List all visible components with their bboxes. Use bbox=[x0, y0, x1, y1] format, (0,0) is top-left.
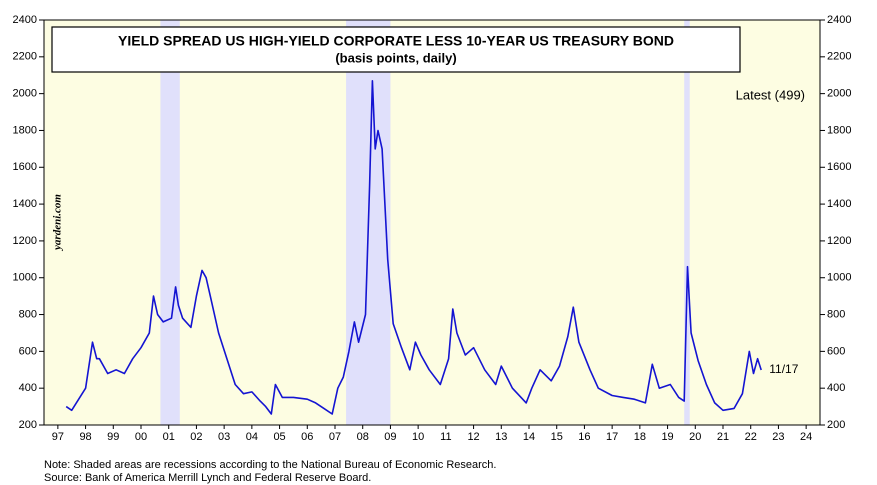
x-tick-label: 13 bbox=[495, 431, 507, 443]
y2-tick-label: 2200 bbox=[827, 51, 851, 63]
y2-tick-label: 1200 bbox=[827, 235, 851, 247]
x-tick-label: 99 bbox=[107, 431, 119, 443]
x-tick-label: 19 bbox=[661, 431, 673, 443]
x-tick-label: 04 bbox=[246, 431, 258, 443]
x-tick-label: 07 bbox=[329, 431, 341, 443]
y-tick-label: 600 bbox=[19, 345, 37, 357]
y2-tick-label: 1800 bbox=[827, 124, 851, 136]
recession-band bbox=[160, 20, 180, 425]
y2-tick-label: 600 bbox=[827, 345, 845, 357]
y-tick-label: 1400 bbox=[13, 198, 37, 210]
y-tick-label: 1000 bbox=[13, 272, 37, 284]
x-tick-label: 11 bbox=[440, 431, 451, 443]
y2-tick-label: 200 bbox=[827, 419, 845, 431]
y-tick-label: 1800 bbox=[13, 124, 37, 136]
x-tick-label: 16 bbox=[578, 431, 590, 443]
x-tick-label: 10 bbox=[412, 431, 424, 443]
x-tick-label: 00 bbox=[135, 431, 147, 443]
y2-tick-label: 2000 bbox=[827, 88, 851, 100]
x-tick-label: 24 bbox=[800, 431, 812, 443]
recession-band bbox=[684, 20, 690, 425]
watermark: yardeni.com bbox=[52, 194, 64, 252]
y-tick-label: 2400 bbox=[13, 14, 37, 26]
plot-frame bbox=[43, 19, 821, 426]
y2-tick-label: 1000 bbox=[827, 272, 851, 284]
x-tick-label: 18 bbox=[634, 431, 646, 443]
chart-title: YIELD SPREAD US HIGH-YIELD CORPORATE LES… bbox=[118, 33, 674, 49]
x-tick-label: 05 bbox=[273, 431, 285, 443]
y2-tick-label: 1400 bbox=[827, 198, 851, 210]
end-label: 11/17 bbox=[769, 362, 798, 376]
x-tick-label: 08 bbox=[357, 431, 369, 443]
x-tick-label: 17 bbox=[606, 431, 618, 443]
x-tick-label: 97 bbox=[52, 431, 64, 443]
x-tick-label: 20 bbox=[689, 431, 701, 443]
y2-tick-label: 2400 bbox=[827, 14, 851, 26]
x-tick-label: 01 bbox=[163, 431, 175, 443]
annotation: Latest (499) bbox=[736, 87, 805, 102]
y-tick-label: 1200 bbox=[13, 235, 37, 247]
y2-tick-label: 1600 bbox=[827, 161, 851, 173]
y-tick-label: 800 bbox=[19, 308, 37, 320]
source: Source: Bank of America Merrill Lynch an… bbox=[44, 472, 371, 484]
x-tick-label: 02 bbox=[190, 431, 202, 443]
x-tick-label: 12 bbox=[467, 431, 479, 443]
x-tick-label: 22 bbox=[745, 431, 757, 443]
series-line bbox=[65, 80, 762, 415]
y-tick-label: 1600 bbox=[13, 161, 37, 173]
x-tick-label: 98 bbox=[79, 431, 91, 443]
x-tick-label: 09 bbox=[384, 431, 396, 443]
y-tick-label: 2000 bbox=[13, 88, 37, 100]
title-box bbox=[51, 26, 741, 73]
y2-tick-label: 800 bbox=[827, 308, 845, 320]
x-tick-label: 21 bbox=[717, 431, 729, 443]
chart-subtitle: (basis points, daily) bbox=[335, 50, 456, 65]
y2-tick-label: 400 bbox=[827, 382, 845, 394]
y-tick-label: 400 bbox=[19, 382, 37, 394]
x-tick-label: 23 bbox=[772, 431, 784, 443]
note: Note: Shaded areas are recessions accord… bbox=[44, 459, 496, 471]
x-tick-label: 03 bbox=[218, 431, 230, 443]
x-tick-label: 14 bbox=[523, 431, 535, 443]
x-tick-label: 15 bbox=[551, 431, 563, 443]
y-tick-label: 200 bbox=[19, 419, 37, 431]
y-tick-label: 2200 bbox=[13, 51, 37, 63]
x-tick-label: 06 bbox=[301, 431, 313, 443]
